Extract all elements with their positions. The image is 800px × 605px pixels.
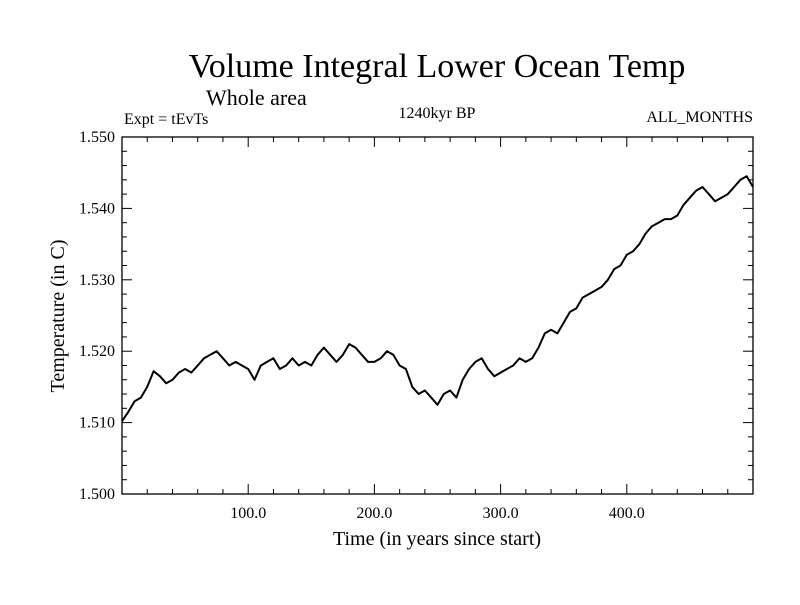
axis-ticks: 100.0 200.0 300.0 400.0 1.500 1.510 1.520 1.530… [79,129,753,522]
months-label: ALL_MONTHS [646,109,753,126]
experiment-label: Expt = tEvTs [124,111,208,128]
y-tick-label: 1.540 [79,200,115,217]
series-layer [121,175,754,422]
y-tick-label: 1.510 [79,415,115,432]
y-axis-label: Temperature (in C) [47,240,69,393]
y-tick-label: 1.550 [79,129,115,146]
x-axis-label: Time (in years since start) [333,528,541,550]
plot-frame [121,136,754,495]
y-tick-label: 1.530 [79,272,115,289]
x-tick-label: 100.0 [230,505,266,522]
period-label: 1240kyr BP [399,105,476,122]
x-tick-label: 200.0 [356,505,392,522]
y-tick-label: 1.500 [79,486,115,503]
chart-title: Volume Integral Lower Ocean Temp [189,48,686,85]
chart-subtitle: Whole area [206,85,307,110]
y-tick-label: 1.520 [79,343,115,360]
series-line-temperature [121,175,754,422]
x-tick-label: 300.0 [483,505,519,522]
x-tick-label: 400.0 [609,505,645,522]
